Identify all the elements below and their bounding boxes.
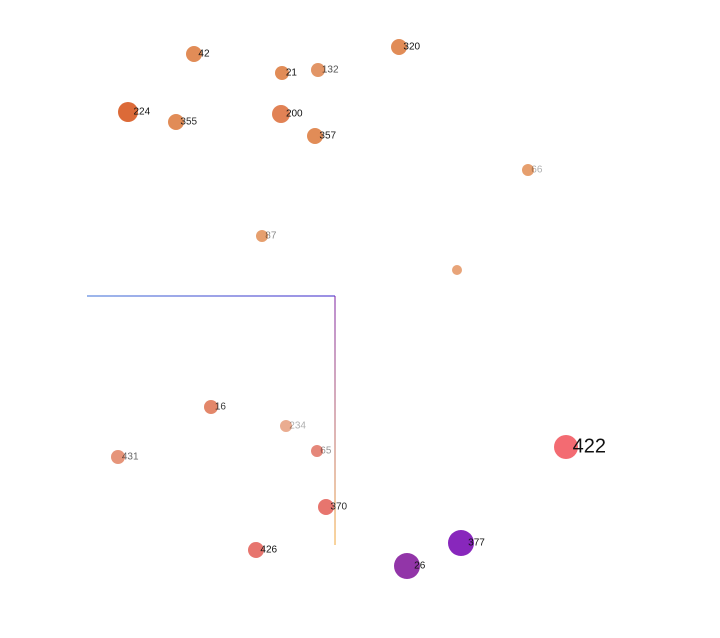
data-point-marker[interactable] [186, 46, 202, 62]
data-point[interactable]: 16 [204, 400, 226, 414]
data-point[interactable]: 370 [318, 499, 348, 515]
data-point-marker[interactable] [554, 435, 578, 459]
data-point-marker[interactable] [248, 542, 264, 558]
data-point[interactable]: 355 [168, 114, 198, 130]
data-point-label: 426 [260, 545, 277, 556]
data-point-label: 26 [414, 561, 426, 572]
data-point[interactable]: 224 [118, 102, 151, 122]
data-point-label: 422 [573, 435, 606, 457]
data-point-label: 132 [322, 65, 339, 76]
data-point-label: 65 [320, 446, 332, 457]
data-point-marker[interactable] [280, 420, 292, 432]
data-point-label: 200 [286, 109, 303, 120]
data-point[interactable]: 87 [256, 230, 277, 242]
data-point-marker[interactable] [275, 66, 289, 80]
data-point-marker[interactable] [307, 128, 323, 144]
data-point-marker[interactable] [204, 400, 218, 414]
data-point-label: 370 [330, 502, 347, 513]
points-layer: 42 320 21 132 224 355 200 357 66 87 16 234 431 65 422 3… [111, 39, 606, 579]
data-point-marker[interactable] [522, 164, 534, 176]
data-point-marker[interactable] [111, 450, 125, 464]
data-point[interactable]: 377 [448, 530, 485, 556]
data-point[interactable]: 42 [186, 46, 210, 62]
data-point-marker[interactable] [168, 114, 184, 130]
data-point-label: 21 [286, 68, 298, 79]
data-point-marker[interactable] [311, 63, 325, 77]
data-point-label: 16 [215, 402, 227, 413]
data-point-label: 377 [468, 538, 485, 549]
data-point-label: 87 [265, 231, 277, 242]
data-point[interactable]: 26 [394, 553, 426, 579]
data-point-marker[interactable] [118, 102, 138, 122]
data-point[interactable]: 426 [248, 542, 278, 558]
data-point-marker[interactable] [394, 553, 420, 579]
data-point[interactable]: 357 [307, 128, 337, 144]
data-point[interactable]: 422 [554, 435, 606, 459]
data-point[interactable]: 21 [275, 66, 297, 80]
data-point-label: 357 [319, 131, 336, 142]
data-point-label: 320 [403, 42, 420, 53]
data-point-label: 42 [198, 49, 210, 60]
data-point-label: 355 [180, 117, 197, 128]
data-point-marker[interactable] [452, 265, 462, 275]
data-point-marker[interactable] [311, 445, 323, 457]
data-point[interactable]: 200 [272, 105, 303, 123]
data-point[interactable]: 132 [311, 63, 339, 77]
axes-layer [86, 295, 336, 546]
data-point-label: 66 [531, 165, 543, 176]
data-point-label: 224 [134, 107, 151, 118]
data-point[interactable]: 65 [311, 445, 332, 457]
data-point-label: 234 [289, 421, 306, 432]
data-point[interactable] [452, 265, 462, 275]
data-point-label: 431 [122, 452, 139, 463]
data-point-marker[interactable] [272, 105, 290, 123]
data-point[interactable]: 66 [522, 164, 543, 176]
data-point-marker[interactable] [256, 230, 268, 242]
data-point[interactable]: 234 [280, 420, 306, 432]
data-point-marker[interactable] [448, 530, 474, 556]
data-point[interactable]: 431 [111, 450, 139, 464]
data-point-marker[interactable] [318, 499, 334, 515]
data-point[interactable]: 320 [391, 39, 421, 55]
data-point-marker[interactable] [391, 39, 407, 55]
